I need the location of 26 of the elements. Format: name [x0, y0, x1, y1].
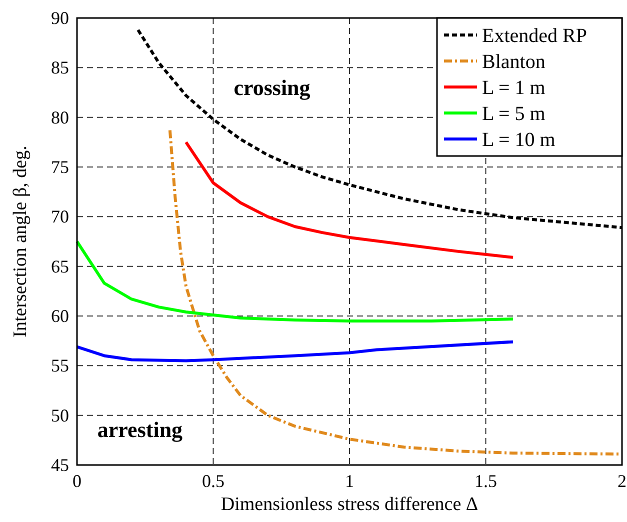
y-tick-label: 85 [51, 58, 69, 78]
legend-label: Blanton [482, 51, 546, 73]
x-axis-title: Dimensionless stress difference Δ [220, 494, 478, 515]
legend-label: L = 5 m [482, 103, 546, 125]
annotation: crossing [234, 75, 310, 100]
x-tick-label: 1 [345, 471, 354, 491]
line-series [76, 340, 514, 362]
y-tick-label: 65 [51, 256, 69, 276]
y-axis-title: Intersection angle β, deg. [10, 146, 31, 338]
y-tick-label: 80 [51, 107, 69, 128]
y-tick-label: 90 [51, 8, 69, 28]
x-tick-label: 2 [618, 471, 626, 491]
x-tick-label: 0.5 [202, 471, 224, 491]
x-tick-label: 0 [72, 471, 82, 491]
y-tick-label: 45 [51, 455, 69, 475]
legend-label: L = 10 m [482, 129, 556, 151]
y-tick-label: 50 [51, 405, 69, 426]
legend-label: Extended RP [482, 25, 587, 47]
annotation: arresting [97, 417, 183, 442]
y-tick-label: 70 [51, 206, 69, 227]
y-tick-label: 75 [51, 157, 69, 177]
legend-label: L = 1 m [482, 77, 546, 99]
y-tick-label: 60 [51, 306, 69, 326]
y-tick-label: 55 [51, 356, 69, 376]
line-series [76, 240, 514, 322]
x-tick-label: 1.5 [474, 471, 497, 491]
